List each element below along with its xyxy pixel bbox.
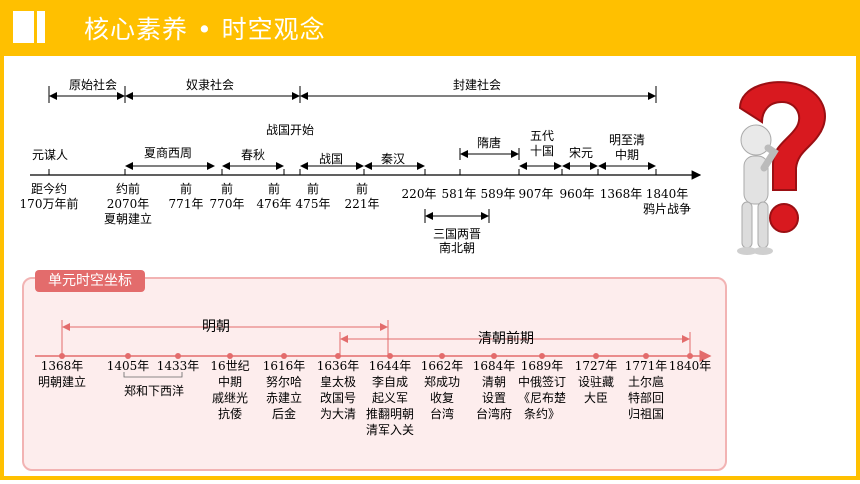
event-line: 土尔扈 (628, 374, 664, 389)
label-yuanmou: 元谋人 (32, 148, 68, 162)
period-feudal: 封建社会 (453, 77, 501, 92)
date-9: 581年 (442, 187, 477, 201)
date-3a: 前 (180, 181, 192, 196)
label-wudai-1: 五代 (530, 129, 554, 143)
date-6b: 475年 (296, 197, 331, 211)
event-year: 1771年 (625, 359, 668, 373)
label-zhanguo-start: 战国开始 (266, 123, 314, 137)
date-4a: 前 (221, 181, 233, 196)
event-line: 赤建立 (266, 390, 302, 405)
date-1b: 170万年前 (20, 196, 79, 211)
event-year: 1689年 (521, 359, 564, 373)
axis-ticks (48, 169, 657, 175)
event-line: 皇太极 (320, 374, 356, 389)
event-line: 明朝建立 (38, 374, 86, 389)
event-line: 努尔哈 (266, 374, 302, 389)
date-2c: 夏朝建立 (104, 211, 152, 226)
period-primitive: 原始社会 (69, 77, 117, 92)
date-1a: 距今约 (31, 181, 67, 196)
label-xiashang: 夏商西周 (144, 145, 192, 160)
event-line: 起义军 (372, 391, 408, 405)
unit-timeline: 明朝 清朝前期 郑和下西洋 1368年 明朝建立 1405年 14 (35, 319, 712, 437)
event-year: 1405年 (107, 359, 150, 373)
event-line: 台湾府 (476, 406, 512, 421)
event-line: 设置 (482, 391, 506, 405)
unit-timeline-panel (22, 277, 727, 471)
event-year: 1644年 (369, 359, 412, 373)
content-border (0, 56, 860, 480)
date-2a: 约前 (116, 181, 140, 196)
label-ming: 明朝 (202, 319, 230, 335)
date-8: 220年 (402, 187, 437, 201)
label-chunqiu: 春秋 (241, 148, 265, 162)
event-line: 抗倭 (218, 406, 242, 421)
event-line: 特部回 (628, 390, 664, 405)
date-10: 589年 (481, 187, 516, 201)
label-songyuan: 宋元 (569, 145, 593, 160)
event-year: 1684年 (473, 359, 516, 373)
event-line: 收复 (430, 391, 454, 405)
label-mingqing-1: 明至清 (609, 133, 645, 147)
label-qinhan: 秦汉 (381, 152, 405, 166)
slide-marker-icon (13, 11, 45, 43)
event-year: 1368年 (41, 359, 84, 373)
event-line: 改国号 (320, 391, 356, 405)
event-line: 《尼布楚 (518, 391, 566, 405)
date-5b: 476年 (257, 197, 292, 211)
zhenghe-bracket (123, 372, 183, 378)
event-line: 设驻藏 (578, 374, 614, 389)
date-2b: 2070年 (107, 197, 150, 211)
label-mingqing-2: 中期 (615, 147, 639, 162)
date-12: 960年 (560, 187, 595, 201)
date-13: 1368年 (600, 187, 643, 201)
event-year: 1433年 (157, 359, 200, 373)
event-line: 为大清 (320, 407, 356, 421)
header-bar: 核心素养 • 时空观念 (0, 0, 860, 56)
label-wudai-2: 十国 (530, 144, 554, 158)
event-line: 台湾 (430, 406, 454, 421)
event-line: 中俄签订 (518, 374, 566, 389)
event-line: 清军入关 (366, 423, 414, 437)
period-ranges (48, 86, 657, 103)
date-7b: 221年 (345, 197, 380, 211)
label-sanguo-2: 南北朝 (439, 240, 475, 255)
date-7a: 前 (356, 181, 368, 196)
unit-tag: 单元时空坐标 (35, 270, 145, 292)
event-line: 大臣 (584, 391, 608, 405)
event-year: 1636年 (317, 359, 360, 373)
event-year: 1616年 (263, 359, 306, 373)
label-suitang: 隋唐 (477, 135, 501, 150)
date-14b: 鸦片战争 (643, 201, 691, 216)
event-year: 16世纪 (210, 359, 249, 373)
date-5a: 前 (268, 181, 280, 196)
event-line: 后金 (272, 406, 296, 421)
event-line: 归祖国 (628, 406, 664, 421)
event-line: 戚继光 (212, 391, 248, 405)
question-figure-icon (737, 81, 826, 255)
date-14a: 1840年 (646, 187, 689, 201)
date-4b: 770年 (210, 197, 245, 211)
history-timeline: 原始社会 奴隶社会 封建社会 (20, 77, 702, 255)
label-qing: 清朝前期 (478, 330, 534, 347)
event-year: 1727年 (575, 359, 618, 373)
label-zhanguo: 战国 (319, 152, 343, 166)
date-3b: 771年 (169, 197, 204, 211)
event-year: 1662年 (421, 359, 464, 373)
event-line: 郑成功 (424, 374, 460, 389)
event-line: 推翻明朝 (366, 407, 414, 421)
date-11: 907年 (519, 187, 554, 201)
event-line: 清朝 (482, 375, 506, 389)
event-line: 李自成 (372, 374, 408, 389)
event-year: 1840年 (669, 359, 712, 373)
event-line: 条约》 (524, 406, 560, 421)
event-line: 中期 (218, 374, 242, 389)
page-title: 核心素养 • 时空观念 (84, 15, 326, 44)
period-slave: 奴隶社会 (186, 77, 234, 92)
label-sanguo-1: 三国两晋 (433, 227, 481, 241)
date-6a: 前 (307, 181, 319, 196)
label-zhenghe: 郑和下西洋 (124, 383, 184, 398)
